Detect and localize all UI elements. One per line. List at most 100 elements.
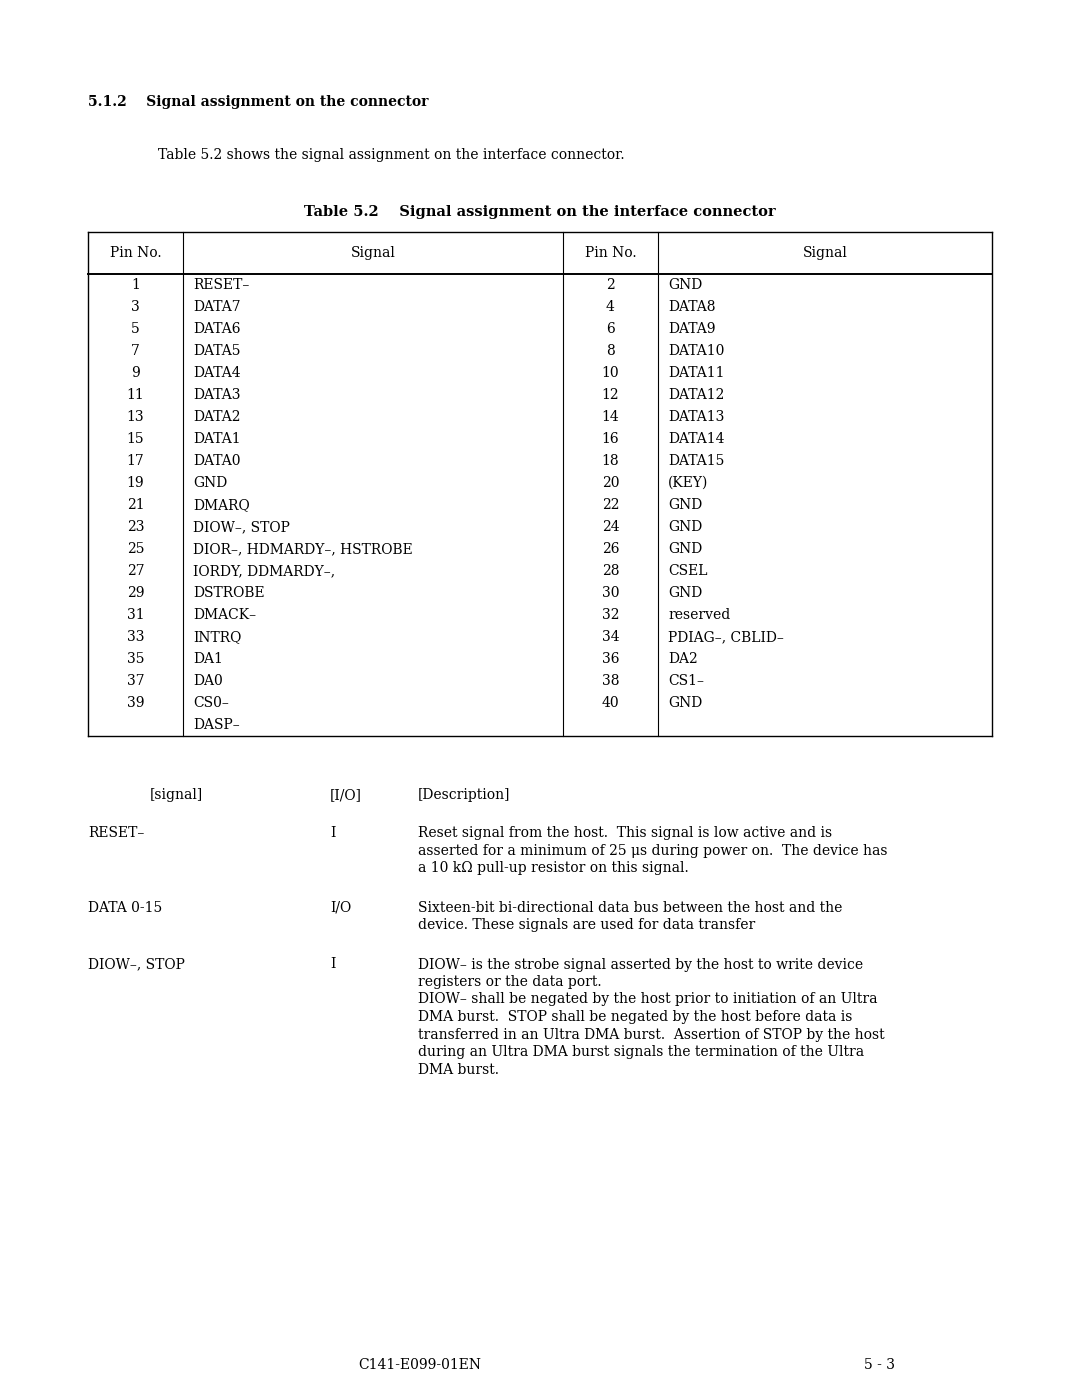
Text: GND: GND (669, 520, 702, 534)
Text: 19: 19 (126, 476, 145, 490)
Text: DATA11: DATA11 (669, 366, 725, 380)
Text: DATA8: DATA8 (669, 300, 715, 314)
Text: 7: 7 (131, 344, 140, 358)
Text: GND: GND (669, 542, 702, 556)
Text: I/O: I/O (330, 901, 351, 915)
Text: Reset signal from the host.  This signal is low active and is: Reset signal from the host. This signal … (418, 826, 832, 840)
Text: DATA10: DATA10 (669, 344, 725, 358)
Text: I: I (330, 826, 336, 840)
Text: 4: 4 (606, 300, 615, 314)
Text: device. These signals are used for data transfer: device. These signals are used for data … (418, 918, 755, 932)
Text: 26: 26 (602, 542, 619, 556)
Text: 24: 24 (602, 520, 619, 534)
Text: during an Ultra DMA burst signals the termination of the Ultra: during an Ultra DMA burst signals the te… (418, 1045, 864, 1059)
Text: PDIAG–, CBLID–: PDIAG–, CBLID– (669, 630, 784, 644)
Text: DATA4: DATA4 (193, 366, 241, 380)
Text: DMACK–: DMACK– (193, 608, 256, 622)
Text: Signal: Signal (351, 246, 395, 260)
Text: reserved: reserved (669, 608, 730, 622)
Text: 21: 21 (126, 497, 145, 511)
Text: Signal: Signal (802, 246, 848, 260)
Text: DATA14: DATA14 (669, 432, 725, 446)
Text: IORDY, DDMARDY–,: IORDY, DDMARDY–, (193, 564, 335, 578)
Text: 31: 31 (126, 608, 145, 622)
Text: RESET–: RESET– (193, 278, 249, 292)
Text: DATA5: DATA5 (193, 344, 241, 358)
Text: 25: 25 (126, 542, 145, 556)
Text: 34: 34 (602, 630, 619, 644)
Text: 27: 27 (126, 564, 145, 578)
Text: 9: 9 (131, 366, 140, 380)
Text: 10: 10 (602, 366, 619, 380)
Text: DASP–: DASP– (193, 718, 240, 732)
Text: 3: 3 (131, 300, 140, 314)
Text: 30: 30 (602, 585, 619, 599)
Text: 5 - 3: 5 - 3 (864, 1358, 895, 1372)
Text: DATA12: DATA12 (669, 388, 725, 402)
Text: 17: 17 (126, 454, 145, 468)
Text: DATA9: DATA9 (669, 321, 715, 337)
Text: I: I (330, 957, 336, 971)
Text: transferred in an Ultra DMA burst.  Assertion of STOP by the host: transferred in an Ultra DMA burst. Asser… (418, 1028, 885, 1042)
Text: a 10 kΩ pull-up resistor on this signal.: a 10 kΩ pull-up resistor on this signal. (418, 861, 689, 875)
Text: 11: 11 (126, 388, 145, 402)
Text: DIOR–, HDMARDY–, HSTROBE: DIOR–, HDMARDY–, HSTROBE (193, 542, 413, 556)
Text: DATA1: DATA1 (193, 432, 241, 446)
Text: 2: 2 (606, 278, 615, 292)
Text: GND: GND (669, 585, 702, 599)
Text: CS0–: CS0– (193, 696, 229, 710)
Text: asserted for a minimum of 25 μs during power on.  The device has: asserted for a minimum of 25 μs during p… (418, 844, 888, 858)
Text: 29: 29 (126, 585, 145, 599)
Text: DATA 0-15: DATA 0-15 (87, 901, 162, 915)
Text: 35: 35 (126, 652, 145, 666)
Text: GND: GND (669, 278, 702, 292)
Text: DIOW–, STOP: DIOW–, STOP (193, 520, 289, 534)
Text: 18: 18 (602, 454, 619, 468)
Text: Sixteen-bit bi-directional data bus between the host and the: Sixteen-bit bi-directional data bus betw… (418, 901, 842, 915)
Text: DSTROBE: DSTROBE (193, 585, 265, 599)
Text: 8: 8 (606, 344, 615, 358)
Text: DMARQ: DMARQ (193, 497, 249, 511)
Text: C141-E099-01EN: C141-E099-01EN (359, 1358, 482, 1372)
Text: INTRQ: INTRQ (193, 630, 241, 644)
Text: 28: 28 (602, 564, 619, 578)
Text: DA0: DA0 (193, 673, 222, 687)
Text: DMA burst.  STOP shall be negated by the host before data is: DMA burst. STOP shall be negated by the … (418, 1010, 852, 1024)
Text: 39: 39 (126, 696, 145, 710)
Text: GND: GND (669, 497, 702, 511)
Text: DATA6: DATA6 (193, 321, 241, 337)
Text: 15: 15 (126, 432, 145, 446)
Text: DATA7: DATA7 (193, 300, 241, 314)
Text: RESET–: RESET– (87, 826, 145, 840)
Text: 20: 20 (602, 476, 619, 490)
Text: DATA2: DATA2 (193, 409, 241, 425)
Text: Table 5.2    Signal assignment on the interface connector: Table 5.2 Signal assignment on the inter… (305, 205, 775, 219)
Text: [Description]: [Description] (418, 788, 511, 802)
Text: DMA burst.: DMA burst. (418, 1063, 499, 1077)
Text: registers or the data port.: registers or the data port. (418, 975, 602, 989)
Text: DATA0: DATA0 (193, 454, 241, 468)
Text: GND: GND (669, 696, 702, 710)
Text: DATA15: DATA15 (669, 454, 725, 468)
Text: DIOW–, STOP: DIOW–, STOP (87, 957, 185, 971)
Text: 23: 23 (126, 520, 145, 534)
Text: 14: 14 (602, 409, 619, 425)
Text: 37: 37 (126, 673, 145, 687)
Text: 40: 40 (602, 696, 619, 710)
Text: DA1: DA1 (193, 652, 222, 666)
Text: DATA13: DATA13 (669, 409, 725, 425)
Text: [signal]: [signal] (150, 788, 203, 802)
Text: 5: 5 (131, 321, 140, 337)
Text: 1: 1 (131, 278, 140, 292)
Text: Pin No.: Pin No. (584, 246, 636, 260)
Text: 5.1.2    Signal assignment on the connector: 5.1.2 Signal assignment on the connector (87, 95, 429, 109)
Text: 16: 16 (602, 432, 619, 446)
Text: Table 5.2 shows the signal assignment on the interface connector.: Table 5.2 shows the signal assignment on… (158, 148, 624, 162)
Text: 13: 13 (126, 409, 145, 425)
Text: DA2: DA2 (669, 652, 698, 666)
Text: CSEL: CSEL (669, 564, 707, 578)
Text: 32: 32 (602, 608, 619, 622)
Text: 22: 22 (602, 497, 619, 511)
Text: DATA3: DATA3 (193, 388, 241, 402)
Text: [I/O]: [I/O] (330, 788, 362, 802)
